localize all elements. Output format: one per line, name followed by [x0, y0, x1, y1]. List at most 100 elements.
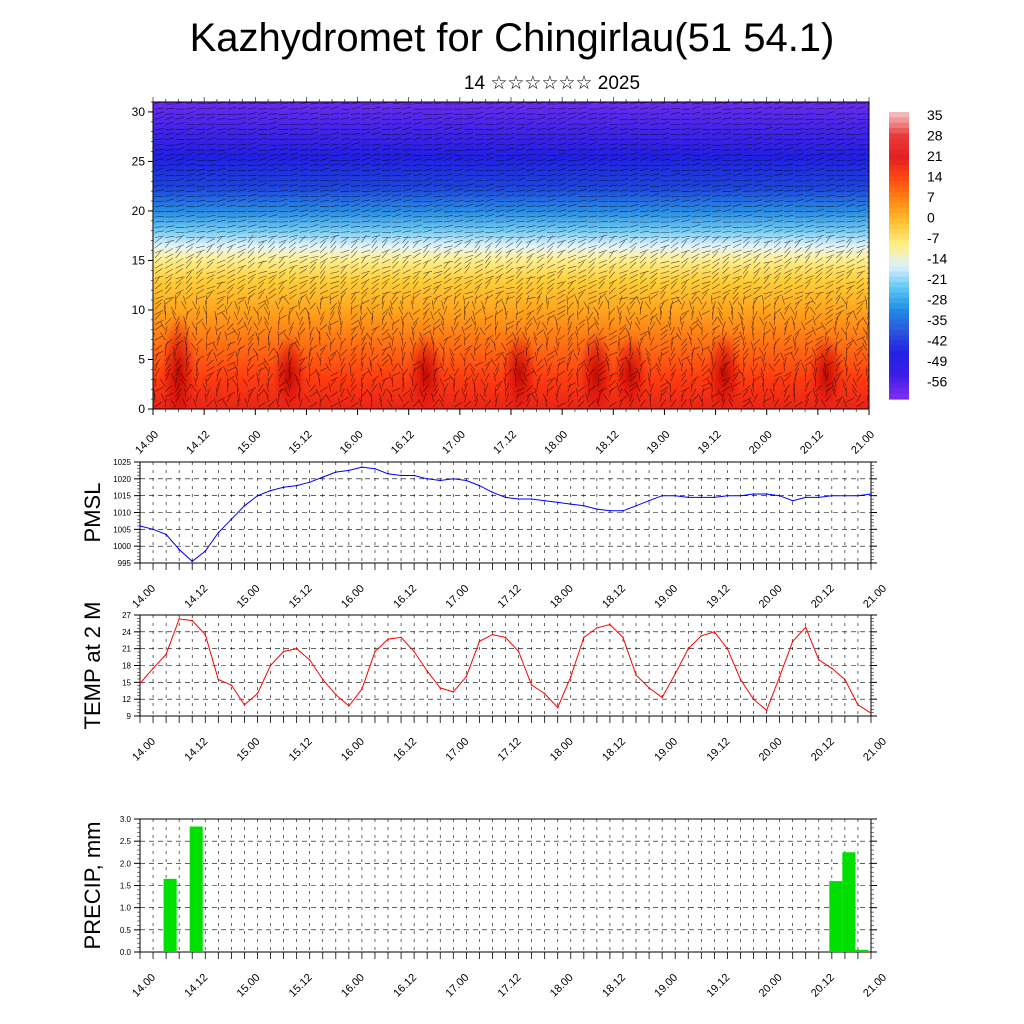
temp-data-point — [217, 678, 220, 681]
colorbar-swatch — [889, 260, 909, 267]
pmsl-data-point — [256, 494, 259, 497]
precip-x-tick-label: 17.12 — [496, 972, 524, 1000]
pmsl-data-point — [857, 494, 859, 497]
temp-y-tick-label: 15 — [122, 678, 131, 687]
precip-x-tick-label: 19.00 — [652, 972, 680, 1000]
temp-data-point — [321, 678, 324, 681]
pmsl-x-tick-label: 16.00 — [339, 583, 367, 611]
precip-y-tick-label: 1.5 — [120, 882, 132, 891]
pmsl-data-point — [622, 510, 624, 512]
colorbar-swatch — [889, 335, 909, 342]
heatmap-y-tick-label: 0 — [138, 402, 145, 416]
chart-title: Kazhydromet for Chingirlau(51 54.1) — [189, 16, 835, 60]
pmsl-data-point — [374, 467, 376, 470]
temp-y-axis-label: TEMP at 2 M — [80, 602, 105, 730]
heatmap-x-tick-label: 17.00 — [440, 429, 468, 457]
pmsl-data-point — [700, 496, 703, 499]
temp-y-tick-label: 27 — [122, 611, 131, 620]
pmsl-data-point — [230, 518, 233, 521]
pmsl-data-point — [217, 531, 220, 534]
pmsl-x-tick-label: 14.00 — [130, 583, 158, 611]
colorbar-label: -7 — [927, 230, 940, 246]
heatmap-y-tick-label: 20 — [132, 204, 146, 218]
temp-data-point — [831, 667, 833, 670]
colorbar-swatch — [889, 383, 909, 389]
colorbar-swatch — [889, 165, 909, 172]
temp-x-tick-label: 14.00 — [130, 736, 158, 764]
temp-data-point — [152, 667, 154, 670]
temp-data-point — [230, 684, 233, 686]
colorbar-swatch — [889, 228, 909, 235]
temp-data-point — [556, 706, 559, 709]
temp-x-tick-label: 14.12 — [182, 736, 210, 764]
temp-x-tick-label: 15.00 — [235, 736, 263, 764]
heatmap-x-tick-label: 20.00 — [747, 429, 775, 457]
temp-data-point — [687, 647, 690, 650]
pmsl-data-point — [804, 496, 807, 499]
temp-data-point — [243, 703, 246, 706]
pmsl-data-point — [583, 504, 585, 507]
pmsl-data-point — [765, 493, 768, 495]
temp-y-tick-label: 12 — [122, 695, 131, 704]
colorbar-swatch — [889, 181, 909, 188]
temp-data-point — [596, 627, 598, 629]
temp-data-point — [517, 650, 520, 653]
temp-data-point — [335, 693, 337, 696]
pmsl-data-point — [295, 484, 298, 487]
colorbar-swatch — [889, 149, 909, 156]
temp-data-point — [543, 692, 546, 695]
colorbar-label: -14 — [927, 251, 947, 267]
temp-data-point — [870, 712, 872, 714]
temp-x-tick-label: 21.00 — [861, 736, 889, 764]
precip-x-tick-label: 20.12 — [809, 972, 837, 1000]
colorbar-swatch — [889, 393, 909, 400]
pmsl-data-point — [152, 528, 154, 531]
colorbar-swatch — [889, 377, 909, 384]
colorbar-swatch — [889, 255, 909, 262]
colorbar-swatch — [889, 244, 909, 251]
pmsl-data-point — [791, 499, 794, 502]
temp-data-point — [400, 636, 402, 639]
pmsl-data-point — [282, 486, 285, 489]
colorbar-swatch — [889, 186, 909, 193]
precip-y-tick-label: 1.0 — [120, 904, 132, 913]
pmsl-data-point — [478, 484, 481, 487]
temp-data-point — [361, 688, 363, 690]
precip-panel: 0.0 0.5 1.0 1.5 2.0 2.5 3.0 14.00 14.12 15.00 15.1… — [80, 815, 889, 1000]
pmsl-x-tick-label: 15.00 — [235, 583, 263, 611]
precip-x-tick-label: 16.12 — [391, 972, 419, 1000]
temp-data-point — [609, 623, 611, 626]
temp-y-tick-label: 18 — [122, 662, 131, 671]
pmsl-y-tick-label: 1005 — [113, 525, 131, 534]
precip-y-tick-label: 2.5 — [120, 837, 132, 846]
colorbar-swatch — [889, 159, 909, 166]
colorbar-swatch — [889, 329, 909, 336]
pmsl-y-tick-label: 1020 — [113, 475, 131, 484]
pmsl-data-point — [556, 501, 559, 504]
colorbar-swatch — [889, 276, 909, 283]
precip-x-tick-label: 15.00 — [235, 972, 263, 1000]
temp-data-point — [583, 636, 585, 639]
temp-data-point — [426, 670, 428, 672]
pmsl-data-point — [387, 472, 389, 475]
heatmap-y-tick-label: 15 — [132, 253, 146, 267]
temp-x-tick-label: 18.12 — [600, 736, 628, 764]
precip-x-tick-label: 17.00 — [443, 972, 471, 1000]
temp-data-point — [491, 633, 494, 636]
colorbar-swatch — [889, 212, 909, 219]
colorbar-swatch — [889, 324, 909, 331]
temp-data-point — [478, 640, 481, 643]
colorbar-swatch — [889, 170, 909, 177]
temp-data-point — [530, 684, 533, 686]
colorbar-swatch — [889, 133, 909, 140]
temp-x-tick-label: 19.00 — [652, 736, 680, 764]
colorbar-swatch — [889, 313, 909, 320]
colorbar-label: 0 — [927, 210, 935, 226]
pmsl-data-point — [778, 494, 781, 497]
heatmap-x-tick-label: 14.12 — [184, 429, 212, 457]
precip-x-tick-label: 19.12 — [705, 972, 733, 1000]
temp-data-point — [765, 709, 768, 712]
temp-panel: 9 12 15 18 21 24 27 14.00 14.12 15.00 15.12 16.00 16… — [80, 602, 889, 764]
temp-data-point — [713, 631, 716, 633]
pmsl-y-tick-label: 1025 — [113, 458, 131, 467]
